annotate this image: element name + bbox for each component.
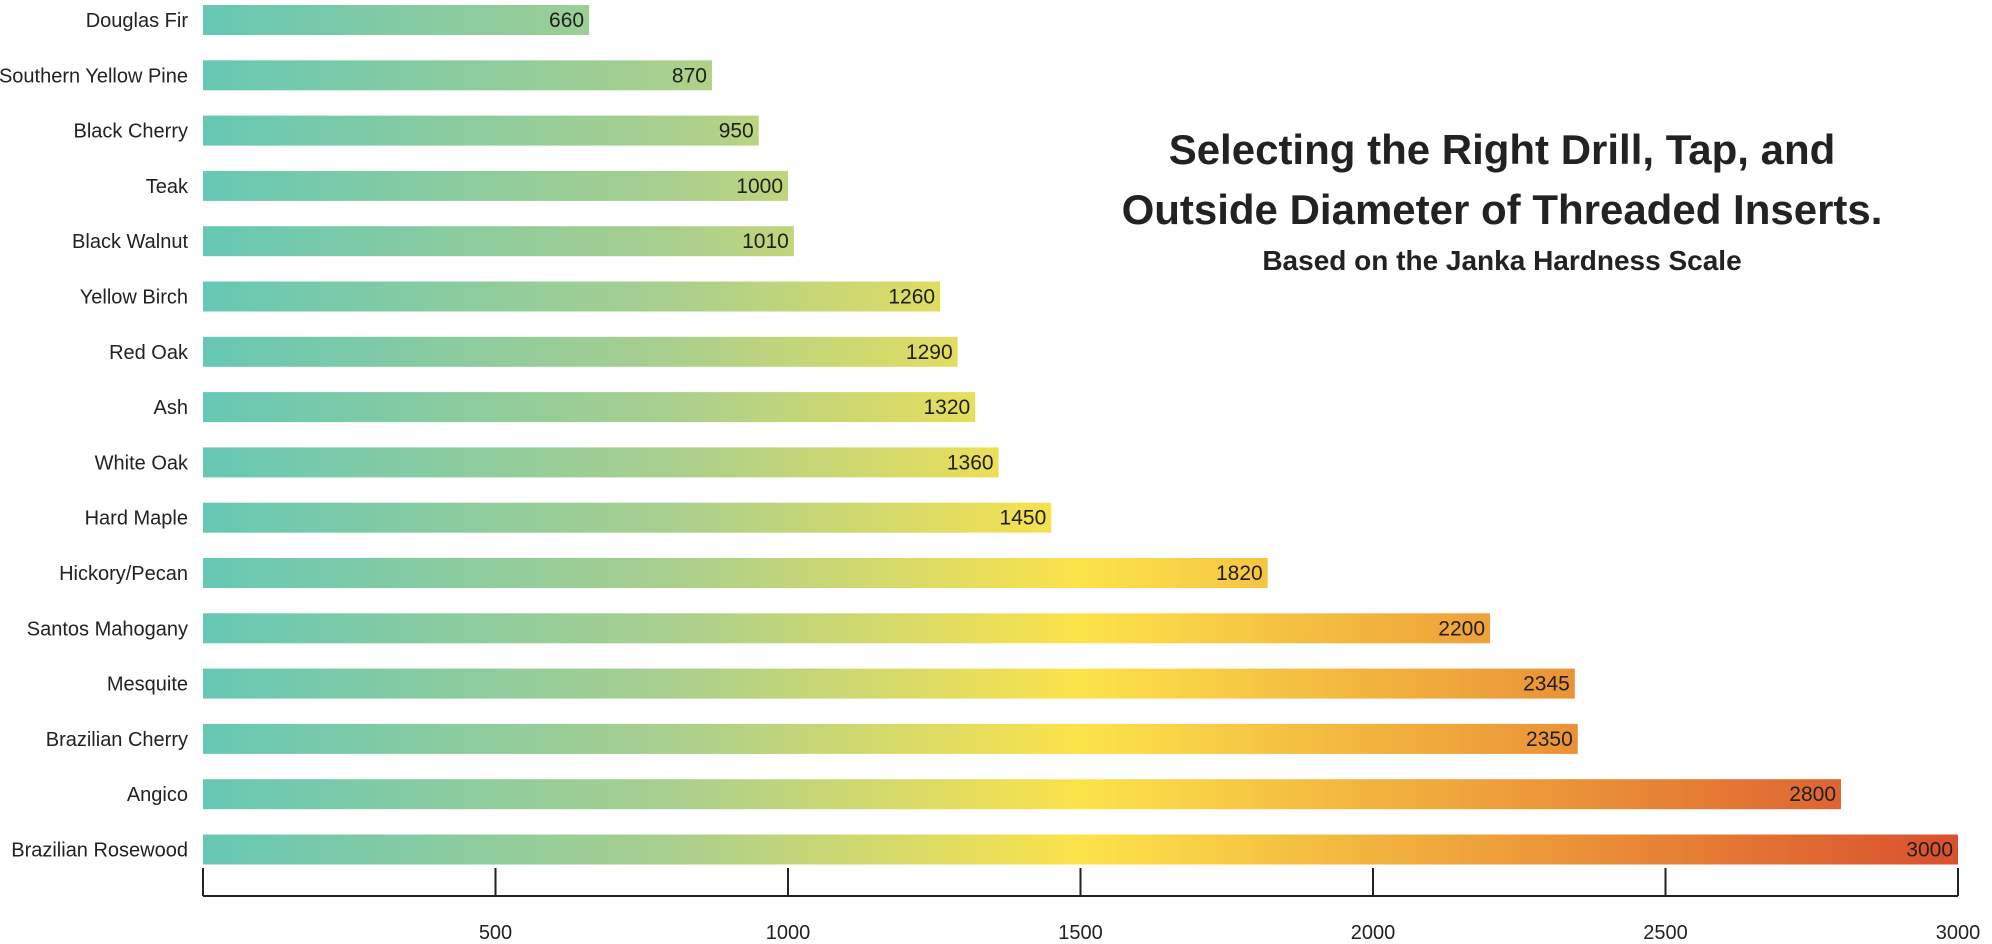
bar-black-walnut xyxy=(203,226,794,257)
category-label-brazilian-cherry: Brazilian Cherry xyxy=(46,729,188,751)
category-label-black-walnut: Black Walnut xyxy=(72,231,188,253)
category-label-white-oak: White Oak xyxy=(95,452,189,474)
category-label-hard-maple: Hard Maple xyxy=(85,508,188,530)
value-label-black-walnut: 1010 xyxy=(742,230,789,253)
value-labels-layer: 660 870 950 1000 1010 1260 1290 1320 1360 1450 182… xyxy=(549,9,1953,862)
bar-red-oak xyxy=(203,336,958,367)
value-label-teak: 1000 xyxy=(736,175,783,198)
x-axis: 500 1000 1500 2000 2500 3000 xyxy=(202,868,1981,944)
value-label-southern-yellow-pine: 870 xyxy=(672,64,707,87)
x-tick-label-2500: 2500 xyxy=(1643,922,1688,939)
value-label-red-oak: 1290 xyxy=(906,341,953,364)
x-tick-label-3000: 3000 xyxy=(1936,922,1981,939)
category-label-angico: Angico xyxy=(127,784,188,806)
bar-yellow-birch xyxy=(203,281,941,312)
bars-layer xyxy=(203,5,1958,865)
category-label-brazilian-rosewood: Brazilian Rosewood xyxy=(11,840,188,862)
chart-title-line-1: Selecting the Right Drill, Tap, and xyxy=(1169,126,1836,173)
category-label-teak: Teak xyxy=(146,176,189,198)
value-label-black-cherry: 950 xyxy=(719,120,754,143)
value-label-yellow-birch: 1260 xyxy=(888,286,935,309)
bar-black-cherry xyxy=(203,115,759,146)
category-label-douglas-fir: Douglas Fir xyxy=(86,10,189,32)
bar-southern-yellow-pine xyxy=(203,60,712,91)
bar-douglas-fir xyxy=(203,5,590,35)
category-labels-layer: Douglas Fir Southern Yellow Pine Black Che… xyxy=(0,10,189,862)
bar-brazilian-cherry xyxy=(203,723,1578,754)
category-label-santos-mahogany: Santos Mahogany xyxy=(27,618,188,640)
value-label-angico: 2800 xyxy=(1789,783,1836,806)
value-label-brazilian-cherry: 2350 xyxy=(1526,728,1573,751)
bar-hard-maple xyxy=(203,502,1052,533)
category-label-red-oak: Red Oak xyxy=(109,342,189,364)
x-tick-label-1500: 1500 xyxy=(1058,922,1103,939)
x-tick-label-1000: 1000 xyxy=(766,922,811,939)
x-tick-label-500: 500 xyxy=(479,922,512,939)
category-label-southern-yellow-pine: Southern Yellow Pine xyxy=(0,65,188,87)
category-label-black-cherry: Black Cherry xyxy=(74,121,188,143)
category-label-yellow-birch: Yellow Birch xyxy=(80,287,188,309)
bar-mesquite xyxy=(203,668,1575,699)
value-label-hard-maple: 1450 xyxy=(1000,507,1047,530)
bar-teak xyxy=(203,170,788,201)
bar-ash xyxy=(203,392,976,423)
category-label-hickory-pecan: Hickory/Pecan xyxy=(59,563,188,585)
x-tick-label-2000: 2000 xyxy=(1351,922,1396,939)
value-label-brazilian-rosewood: 3000 xyxy=(1906,839,1953,862)
value-label-white-oak: 1360 xyxy=(947,451,994,474)
chart-title-line-2: Outside Diameter of Threaded Inserts. xyxy=(1122,186,1883,233)
value-label-santos-mahogany: 2200 xyxy=(1438,617,1485,640)
bar-santos-mahogany xyxy=(203,613,1490,644)
bar-white-oak xyxy=(203,447,999,478)
value-label-douglas-fir: 660 xyxy=(549,9,584,32)
title-block: Selecting the Right Drill, Tap, and Outs… xyxy=(1122,126,1883,276)
value-label-hickory-pecan: 1820 xyxy=(1216,562,1263,585)
value-label-ash: 1320 xyxy=(923,396,970,419)
bar-angico xyxy=(203,779,1841,810)
bar-hickory-pecan xyxy=(203,558,1268,588)
category-label-ash: Ash xyxy=(154,397,188,419)
bar-brazilian-rosewood xyxy=(203,834,1958,865)
category-label-mesquite: Mesquite xyxy=(107,674,188,696)
chart-subtitle: Based on the Janka Hardness Scale xyxy=(1262,245,1741,276)
value-label-mesquite: 2345 xyxy=(1523,673,1570,696)
